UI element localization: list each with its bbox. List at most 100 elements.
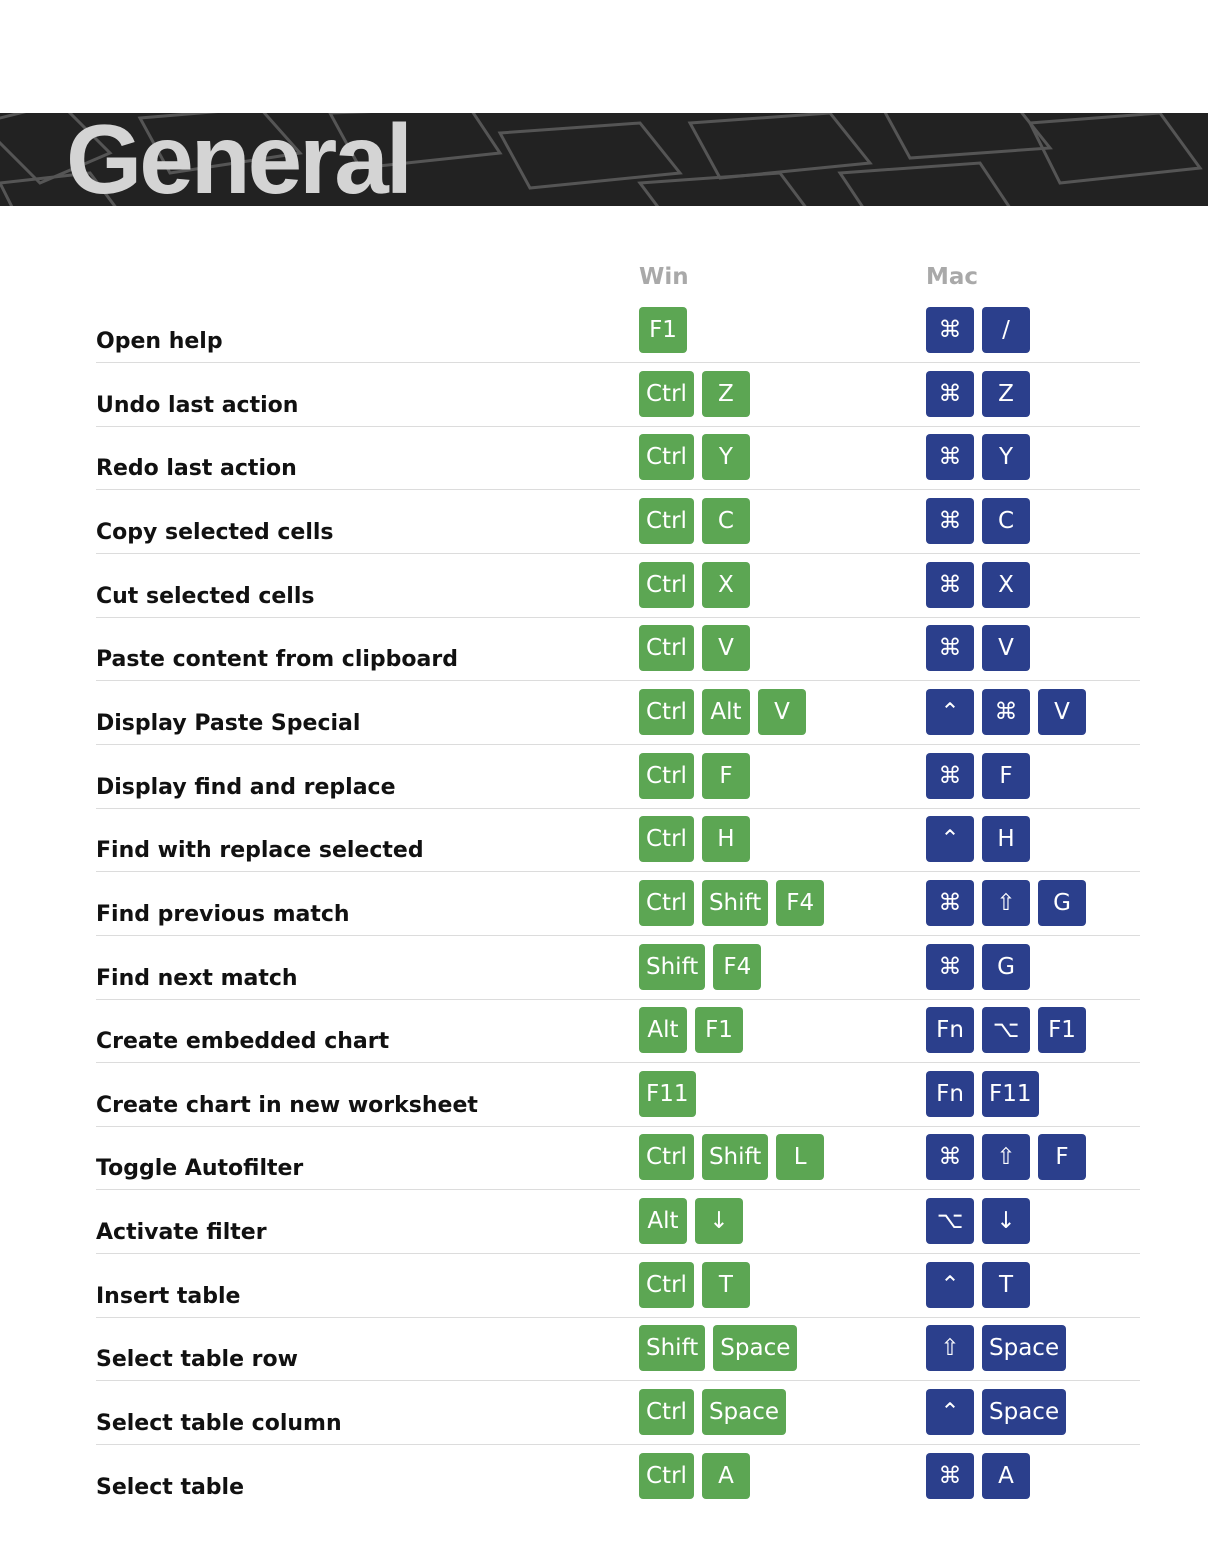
key-cap: ⌃ [926,816,974,863]
key-cap: V [1038,688,1086,735]
mac-keys: ⌘ Z [926,370,1030,417]
action-label: Select table [96,1474,245,1500]
key-cap: G [982,943,1030,990]
win-keys: Alt F1 [639,1007,743,1054]
key-cap: A [701,1452,750,1499]
mac-keys: ⌃ Space [926,1389,1067,1436]
action-label: Create embedded chart [96,1029,390,1055]
key-cap: Ctrl [639,816,694,863]
key-cap: Alt [701,688,750,735]
key-cap: ⌘ [982,688,1030,735]
key-cap: ⇧ [982,1134,1030,1181]
row-divider [96,680,1140,682]
key-cap: F [701,752,750,799]
row-divider [96,425,1140,427]
key-cap: ⌥ [982,1007,1030,1054]
win-keys: F11 [639,1070,696,1117]
mac-keys: ⌘ / [926,307,1030,353]
row-divider [96,1253,1140,1255]
mac-keys: ⌘ ⇧ F [926,1134,1086,1181]
mac-keys: Fn F11 [926,1070,1039,1117]
win-keys: Ctrl H [639,816,750,863]
key-cap: T [701,1261,750,1308]
key-cap: Fn [926,1007,974,1054]
key-cap: H [982,816,1030,863]
key-cap: Shift [639,943,706,990]
key-cap: Ctrl [639,1134,694,1181]
key-cap: Ctrl [639,1389,694,1436]
key-cap: ⌃ [926,1261,974,1308]
mac-keys: ⌘ Y [926,434,1030,481]
mac-keys: ⌃ ⌘ V [926,688,1086,735]
key-cap: ⇧ [982,879,1030,926]
key-cap: Shift [701,1134,769,1181]
key-cap: Space [982,1325,1067,1372]
row-divider [96,1444,1140,1446]
action-label: Activate filter [96,1220,267,1246]
win-keys: Ctrl X [639,561,750,608]
key-cap: ⌘ [926,752,974,799]
row-divider [96,1380,1140,1382]
row-divider [96,489,1140,491]
win-keys: Ctrl Shift L [639,1134,825,1181]
key-cap: / [982,307,1030,353]
key-cap: Ctrl [639,752,694,799]
key-cap: ⌘ [926,625,974,672]
column-header: Win [639,264,689,290]
key-cap: V [757,688,806,735]
banner [0,113,1208,206]
mac-keys: ⌘ G [926,943,1030,990]
key-cap: Ctrl [639,625,694,672]
row-divider [96,1189,1140,1191]
action-label: Redo last action [96,456,297,482]
key-cap: ⌘ [926,370,974,417]
key-cap: ⌘ [926,307,974,353]
action-label: Display find and replace [96,774,396,800]
key-cap: Ctrl [639,497,694,544]
row-divider [96,1062,1140,1064]
key-cap: Fn [926,1070,974,1117]
win-keys: Ctrl Shift F4 [639,879,825,926]
key-cap: F11 [639,1070,696,1117]
key-cap: ⌥ [926,1198,974,1245]
key-cap: ⌃ [926,1389,974,1436]
row-divider [96,743,1140,745]
key-cap: Ctrl [639,1452,694,1499]
section-title: General [66,104,413,214]
key-cap: ⌃ [926,688,974,735]
key-cap: Shift [701,879,769,926]
mac-keys: ⌃ H [926,816,1030,863]
key-cap: X [701,561,750,608]
key-cap: Space [713,1325,798,1372]
win-keys: Ctrl F [639,752,750,799]
mac-keys: ⌘ F [926,752,1030,799]
mac-keys: Fn ⌥ F1 [926,1007,1086,1054]
key-cap: F4 [776,879,825,926]
mac-keys: ⌃ T [926,1261,1030,1308]
key-cap: ⌘ [926,561,974,608]
column-header: Mac [926,264,979,290]
key-cap: Ctrl [639,688,694,735]
action-label: Select table row [96,1347,298,1373]
key-cap: ⌘ [926,1452,974,1499]
key-cap: ⌘ [926,943,974,990]
keyboard-pattern [0,113,1203,206]
key-cap: H [701,816,750,863]
row-divider [96,807,1140,809]
win-keys: F1 [639,307,687,353]
win-keys: Shift F4 [639,943,762,990]
key-cap: F [1038,1134,1086,1181]
key-cap: F [982,752,1030,799]
key-cap: F1 [695,1007,743,1054]
win-keys: Ctrl Space [639,1389,787,1436]
mac-keys: ⌘ X [926,561,1030,608]
action-label: Find next match [96,965,298,991]
win-keys: Ctrl A [639,1452,750,1499]
win-keys: Alt ↓ [639,1198,743,1245]
key-cap: ⌘ [926,497,974,544]
action-label: Cut selected cells [96,583,315,609]
action-label: Select table column [96,1411,342,1437]
action-label: Insert table [96,1283,241,1309]
win-keys: Ctrl Z [639,370,750,417]
key-cap: ⌘ [926,879,974,926]
